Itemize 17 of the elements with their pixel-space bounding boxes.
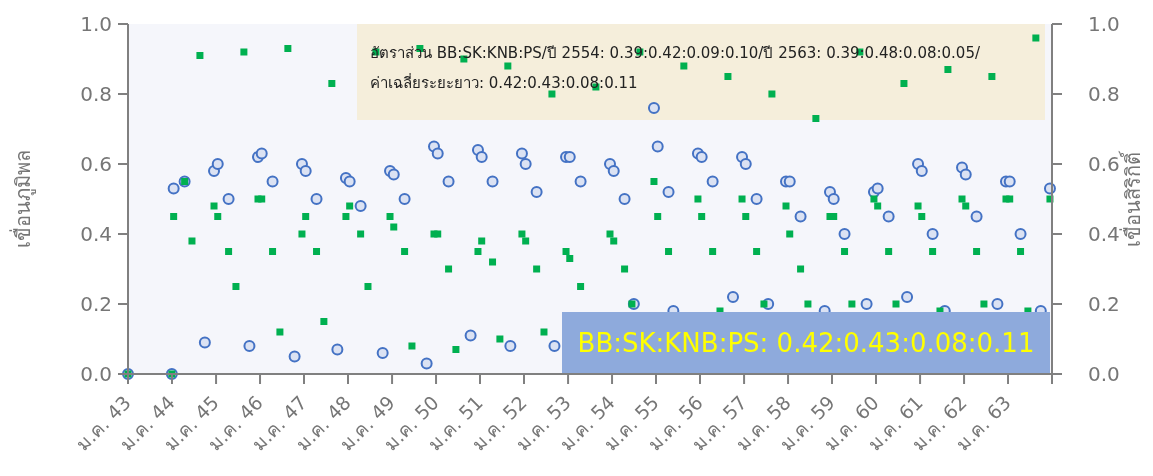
- y-tick-label: 1.0: [80, 12, 112, 36]
- y2-tick-label: 1.0: [1088, 12, 1120, 36]
- y2-tick-label: 0.4: [1088, 222, 1120, 246]
- y-tick-label: 0.2: [80, 292, 112, 316]
- y2-axis-title: เขื่อนสิริกิติ์: [1118, 149, 1145, 247]
- y2-tick-label: 0.8: [1088, 82, 1120, 106]
- y-tick-label: 0.0: [80, 362, 112, 386]
- y-tick-label: 0.4: [80, 222, 112, 246]
- y-tick-label: 0.6: [80, 152, 112, 176]
- picture-summary-box: BB:SK:KNB:PS: 0.42:0.43:0.08:0.11: [562, 312, 1050, 374]
- y-tick-label: 0.8: [80, 82, 112, 106]
- y-axis-title: เขื่อนภูมิพล: [9, 150, 36, 248]
- y2-tick-label: 0.0: [1088, 362, 1120, 386]
- y2-tick-label: 0.2: [1088, 292, 1120, 316]
- annotation: BB:SK:KNB:PS: 0.42:0.43:0.08:0.11: [577, 328, 1035, 358]
- y2-tick-label: 0.6: [1088, 152, 1120, 176]
- annotation: อัตราส่วน BB:SK:KNB:PS/ปี 2554: 0.39:0.42:0.09:0.10/ปี 2563: 0.39:0.48:0.08:0.05/ ค่าเฉลี่ยระยะยาว: 0.42:0.43:0.08:0.11: [370, 44, 981, 92]
